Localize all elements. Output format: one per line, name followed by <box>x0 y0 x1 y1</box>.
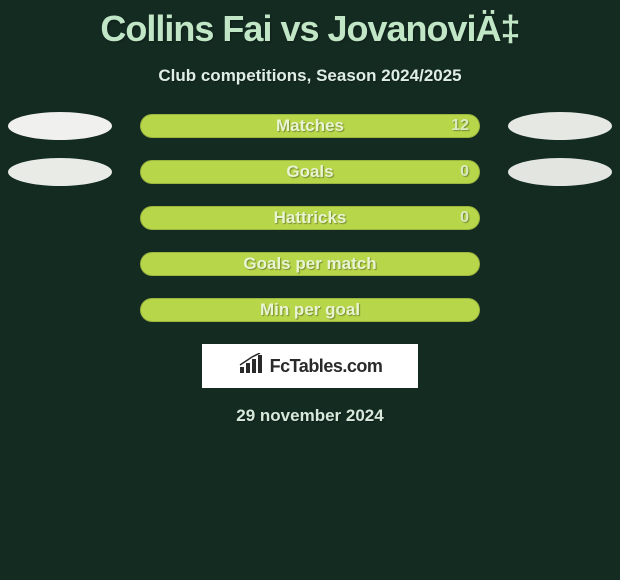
left-ellipse <box>8 112 112 140</box>
date-text: 29 november 2024 <box>236 406 383 426</box>
stat-bar: Hattricks 0 <box>140 206 480 230</box>
stat-label: Min per goal <box>260 300 360 320</box>
stat-value: 12 <box>451 117 469 135</box>
stat-row: Min per goal <box>0 298 620 322</box>
branding-box: FcTables.com <box>202 344 418 388</box>
page-title: Collins Fai vs JovanoviÄ‡ <box>100 8 519 50</box>
stat-bar: Goals 0 <box>140 160 480 184</box>
stat-value: 0 <box>460 163 469 181</box>
chart-icon <box>238 353 264 380</box>
stat-label: Goals <box>286 162 333 182</box>
stat-label: Goals per match <box>243 254 376 274</box>
stat-bar: Goals per match <box>140 252 480 276</box>
stat-bar: Matches 12 <box>140 114 480 138</box>
stat-bar: Min per goal <box>140 298 480 322</box>
stat-row: Matches 12 <box>0 114 620 138</box>
branding-text: FcTables.com <box>270 356 383 377</box>
page-subtitle: Club competitions, Season 2024/2025 <box>158 66 461 86</box>
stat-row: Goals per match <box>0 252 620 276</box>
comparison-infographic: Collins Fai vs JovanoviÄ‡ Club competiti… <box>0 0 620 580</box>
right-ellipse <box>508 112 612 140</box>
stat-label: Hattricks <box>274 208 347 228</box>
stat-label: Matches <box>276 116 344 136</box>
right-ellipse <box>508 158 612 186</box>
stat-value: 0 <box>460 209 469 227</box>
stat-row: Goals 0 <box>0 160 620 184</box>
left-ellipse <box>8 158 112 186</box>
stat-row: Hattricks 0 <box>0 206 620 230</box>
stat-rows: Matches 12 Goals 0 Hattricks 0 Goals per match… <box>0 114 620 322</box>
